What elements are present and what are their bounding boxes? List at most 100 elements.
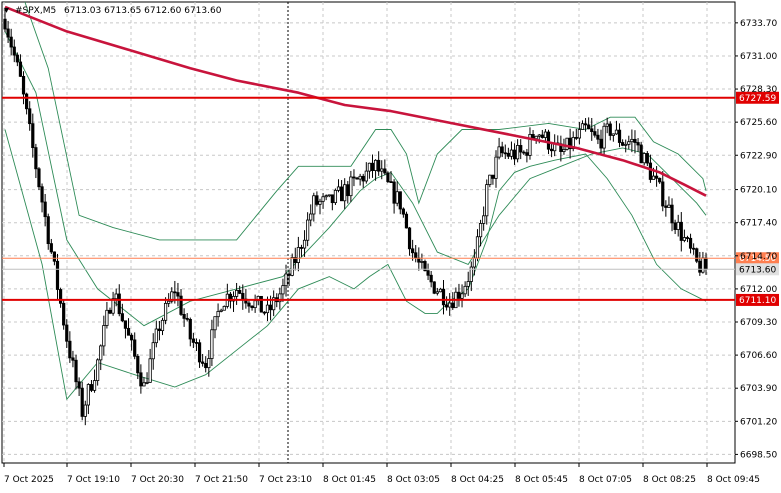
candle-body: [574, 136, 578, 139]
candle: [673, 219, 677, 235]
candle-body: [333, 189, 338, 204]
candle: [432, 281, 436, 295]
candle-body: [407, 227, 412, 250]
candle: [574, 128, 578, 141]
candle: [590, 117, 594, 141]
candle-body: [389, 181, 393, 183]
moving-average: [4, 5, 707, 197]
candle-body: [9, 36, 13, 48]
candle: [55, 253, 60, 300]
candle: [383, 159, 387, 176]
y-tick-label: 6712.00: [740, 285, 777, 295]
candle: [577, 121, 581, 145]
candle: [466, 271, 470, 296]
candle: [46, 213, 50, 250]
candle: [238, 285, 242, 295]
candle-body: [701, 257, 705, 273]
candle: [377, 151, 381, 176]
candle-body: [583, 123, 588, 126]
candle: [262, 311, 267, 316]
price-label: 6714.50: [739, 254, 776, 264]
candle-body: [485, 184, 489, 217]
candle-body: [222, 305, 226, 311]
bollinger-lower-line: [4, 129, 707, 401]
moving-average-line: [4, 5, 707, 197]
candle: [333, 188, 338, 205]
candle: [151, 333, 155, 370]
menu-icon[interactable]: ▾: [4, 5, 9, 16]
time-axis: 7 Oct 2025 7 Oct 19:10 7 Oct 20:30 7 Oct 21…: [3, 463, 760, 485]
candle-body: [624, 143, 628, 146]
candle-body: [358, 175, 362, 180]
candle-body: [633, 138, 637, 143]
candle: [68, 331, 72, 363]
candle-body: [77, 381, 81, 389]
candle: [411, 239, 415, 261]
candle-body: [228, 293, 233, 302]
candle-body: [290, 257, 294, 276]
candle: [259, 295, 263, 313]
candle-body: [102, 325, 106, 347]
candle-body: [324, 195, 328, 198]
candle: [299, 244, 304, 257]
candle-body: [352, 176, 356, 179]
candle: [28, 101, 32, 131]
candles: [3, 9, 708, 426]
candle: [685, 235, 690, 243]
y-tick-label: 6709.30: [740, 318, 777, 328]
candle: [488, 174, 492, 188]
candle-body: [472, 257, 476, 268]
candle: [543, 129, 548, 141]
candle-body: [488, 174, 492, 186]
candle-body: [108, 309, 112, 314]
candle: [358, 173, 362, 186]
x-tick-label: 7 Oct 21:50: [195, 475, 248, 485]
candle-body: [611, 133, 615, 136]
y-tick-label: 6717.40: [740, 219, 777, 229]
candle: [642, 152, 646, 166]
y-tick-label: 6714.70: [740, 252, 777, 262]
candle-body: [74, 359, 78, 383]
candle: [695, 247, 699, 264]
candle-body: [658, 177, 662, 183]
candle: [627, 135, 631, 150]
candle: [330, 194, 334, 211]
grid: [1, 1, 736, 464]
candle-body: [497, 146, 501, 158]
candle-body: [197, 342, 202, 363]
candle-body: [284, 273, 288, 287]
candle: [136, 353, 140, 380]
x-tick-label: 8 Oct 08:25: [643, 475, 696, 485]
candle: [34, 143, 38, 179]
candle: [469, 261, 473, 292]
candle-body: [599, 138, 603, 149]
x-tick-label: 7 Oct 19:10: [67, 475, 120, 485]
candle: [441, 279, 446, 315]
candle: [361, 173, 365, 188]
candle: [65, 319, 69, 349]
candle-body: [682, 237, 686, 241]
candle-body: [562, 148, 566, 153]
candle-body: [219, 309, 223, 312]
candle: [318, 198, 322, 215]
candle: [111, 291, 115, 316]
candle-body: [441, 288, 446, 306]
candle: [688, 233, 693, 254]
candle-body: [661, 181, 665, 207]
candle-body: [201, 361, 205, 364]
candle: [667, 196, 671, 208]
candle-body: [287, 273, 291, 276]
candle: [602, 122, 606, 157]
candle: [105, 301, 109, 329]
candle-body: [114, 293, 118, 300]
candle-body: [111, 298, 115, 314]
candle: [568, 128, 572, 159]
candle: [306, 212, 310, 247]
candle-body: [25, 93, 29, 110]
candle: [617, 123, 622, 148]
candle-body: [688, 237, 693, 249]
candle-body: [621, 142, 625, 146]
candle-body: [429, 274, 433, 283]
candle-body: [605, 123, 609, 127]
